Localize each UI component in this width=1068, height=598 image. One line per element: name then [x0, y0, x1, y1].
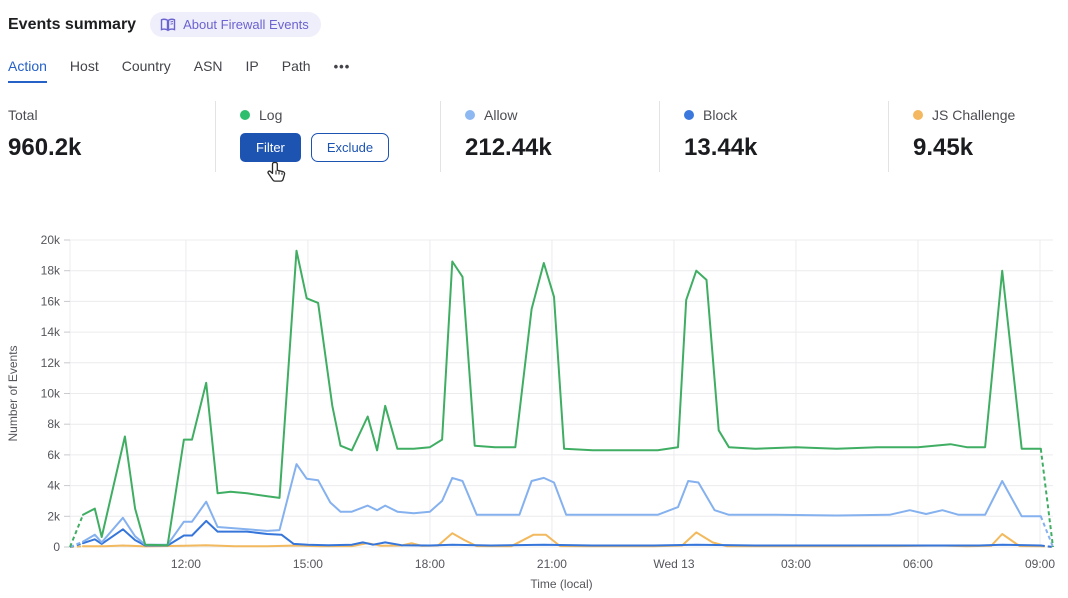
- block-series-dot: [684, 110, 694, 120]
- about-badge-label: About Firewall Events: [183, 17, 309, 32]
- svg-text:14k: 14k: [41, 325, 61, 339]
- tab-action[interactable]: Action: [8, 58, 47, 83]
- svg-text:18:00: 18:00: [415, 557, 445, 571]
- svg-text:2k: 2k: [47, 509, 61, 523]
- series-allow: [69, 463, 1054, 548]
- svg-text:06:00: 06:00: [903, 557, 933, 571]
- stat-label-log: Log: [259, 107, 283, 123]
- stat-value-allow: 212.44k: [465, 134, 552, 161]
- tab-asn[interactable]: ASN: [193, 58, 223, 74]
- svg-text:0: 0: [53, 540, 60, 554]
- svg-text:10k: 10k: [41, 387, 61, 401]
- stat-card-total: Total 960.2k: [0, 101, 215, 172]
- group-by-tabs: Action Host Country ASN IP Path •••: [8, 58, 350, 83]
- svg-text:21:00: 21:00: [537, 557, 567, 571]
- about-firewall-events-badge[interactable]: About Firewall Events: [150, 12, 321, 37]
- series-allow-lead-out: [1039, 515, 1054, 548]
- stat-label-total: Total: [8, 107, 38, 123]
- svg-text:12k: 12k: [41, 356, 61, 370]
- svg-text:4k: 4k: [47, 479, 61, 493]
- page-title: Events summary: [8, 15, 137, 33]
- series-line-allow: [82, 463, 1042, 546]
- events-over-time-chart: 0 2k 4k 6k 8k 10k 12k 14k 16k 18k 20k 12:00 15:00 18:…: [0, 225, 1068, 598]
- stat-card-js-challenge[interactable]: JS Challenge 9.45k: [888, 101, 1068, 172]
- js-challenge-series-dot: [913, 110, 923, 120]
- stat-label-js-challenge: JS Challenge: [932, 107, 1016, 123]
- svg-text:6k: 6k: [47, 448, 61, 462]
- series-log-lead-in: [69, 514, 84, 548]
- series-allow-lead-in: [69, 540, 84, 548]
- svg-text:Number of Events: Number of Events: [6, 345, 20, 441]
- stat-label-block: Block: [703, 107, 738, 123]
- svg-text:03:00: 03:00: [781, 557, 811, 571]
- tab-host[interactable]: Host: [69, 58, 99, 74]
- chart-axes: 0 2k 4k 6k 8k 10k 12k 14k 16k 18k 20k 12:00 15:00 18:…: [6, 233, 1055, 591]
- svg-text:09:00: 09:00: [1025, 557, 1055, 571]
- series-log: [69, 249, 1054, 548]
- tab-path[interactable]: Path: [281, 58, 311, 74]
- series-line-block: [82, 519, 1042, 547]
- log-series-dot: [240, 110, 250, 120]
- book-icon: [160, 18, 176, 32]
- stat-value-js-challenge: 9.45k: [913, 134, 974, 161]
- stat-card-log[interactable]: Log Filter Exclude: [215, 101, 440, 172]
- svg-text:15:00: 15:00: [293, 557, 323, 571]
- page-header: Events summary About Firewall Events: [8, 12, 321, 37]
- filter-button[interactable]: Filter: [240, 133, 301, 162]
- series-log-lead-out: [1039, 448, 1054, 548]
- series-line-log: [82, 249, 1042, 547]
- stat-value-total: 960.2k: [8, 134, 82, 161]
- events-chart-svg: 0 2k 4k 6k 8k 10k 12k 14k 16k 18k 20k 12:00 15:00 18:…: [6, 233, 1055, 591]
- stat-card-block[interactable]: Block 13.44k: [659, 101, 888, 172]
- tab-country[interactable]: Country: [121, 58, 171, 74]
- exclude-button[interactable]: Exclude: [310, 133, 390, 162]
- svg-text:16k: 16k: [41, 294, 61, 308]
- svg-text:18k: 18k: [41, 264, 61, 278]
- svg-text:20k: 20k: [41, 233, 61, 247]
- ellipsis-icon[interactable]: •••: [333, 59, 351, 74]
- series-block-lead-out: [1040, 544, 1054, 548]
- svg-text:12:00: 12:00: [171, 557, 201, 571]
- stat-value-block: 13.44k: [684, 134, 758, 161]
- svg-text:8k: 8k: [47, 417, 61, 431]
- tab-ip[interactable]: IP: [245, 58, 259, 74]
- stat-card-allow[interactable]: Allow 212.44k: [440, 101, 659, 172]
- svg-text:Time (local): Time (local): [530, 577, 592, 591]
- stat-cards-row: Total 960.2k Log Filter Exclude Allow 21…: [0, 101, 1068, 172]
- stat-label-allow: Allow: [484, 107, 518, 123]
- svg-text:Wed 13: Wed 13: [653, 557, 694, 571]
- allow-series-dot: [465, 110, 475, 120]
